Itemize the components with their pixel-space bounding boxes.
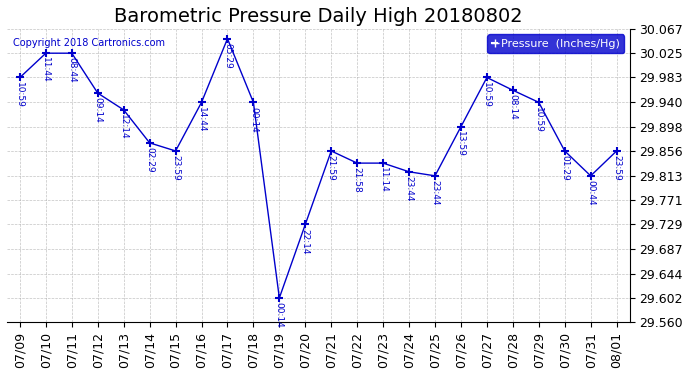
Text: 23:44: 23:44 [431, 180, 440, 206]
Text: 05:29: 05:29 [223, 43, 232, 69]
Text: 00:44: 00:44 [586, 180, 595, 206]
Text: 08:44: 08:44 [68, 57, 77, 83]
Text: 02:29: 02:29 [145, 147, 154, 172]
Text: 00:14: 00:14 [275, 302, 284, 328]
Text: 21:58: 21:58 [353, 167, 362, 193]
Text: 23:44: 23:44 [404, 176, 413, 201]
Text: 01:29: 01:29 [560, 155, 569, 181]
Text: 11:14: 11:14 [379, 167, 388, 193]
Text: 10:59: 10:59 [534, 106, 543, 132]
Text: 22:14: 22:14 [301, 229, 310, 254]
Text: 00:14: 00:14 [249, 106, 258, 132]
Title: Barometric Pressure Daily High 20180802: Barometric Pressure Daily High 20180802 [114, 7, 522, 26]
Text: 09:14: 09:14 [93, 97, 102, 123]
Text: Copyright 2018 Cartronics.com: Copyright 2018 Cartronics.com [13, 38, 165, 48]
Text: 13:59: 13:59 [457, 131, 466, 157]
Text: 23:59: 23:59 [612, 155, 621, 181]
Text: 08:14: 08:14 [509, 94, 518, 120]
Text: 10:59: 10:59 [15, 82, 24, 108]
Legend: Pressure  (Inches/Hg): Pressure (Inches/Hg) [487, 34, 624, 53]
Text: 14:44: 14:44 [197, 106, 206, 132]
Text: 12:14: 12:14 [119, 114, 128, 140]
Text: 11:44: 11:44 [41, 57, 50, 83]
Text: 10:59: 10:59 [482, 82, 491, 108]
Text: 21:59: 21:59 [327, 155, 336, 181]
Text: 23:59: 23:59 [171, 155, 180, 181]
